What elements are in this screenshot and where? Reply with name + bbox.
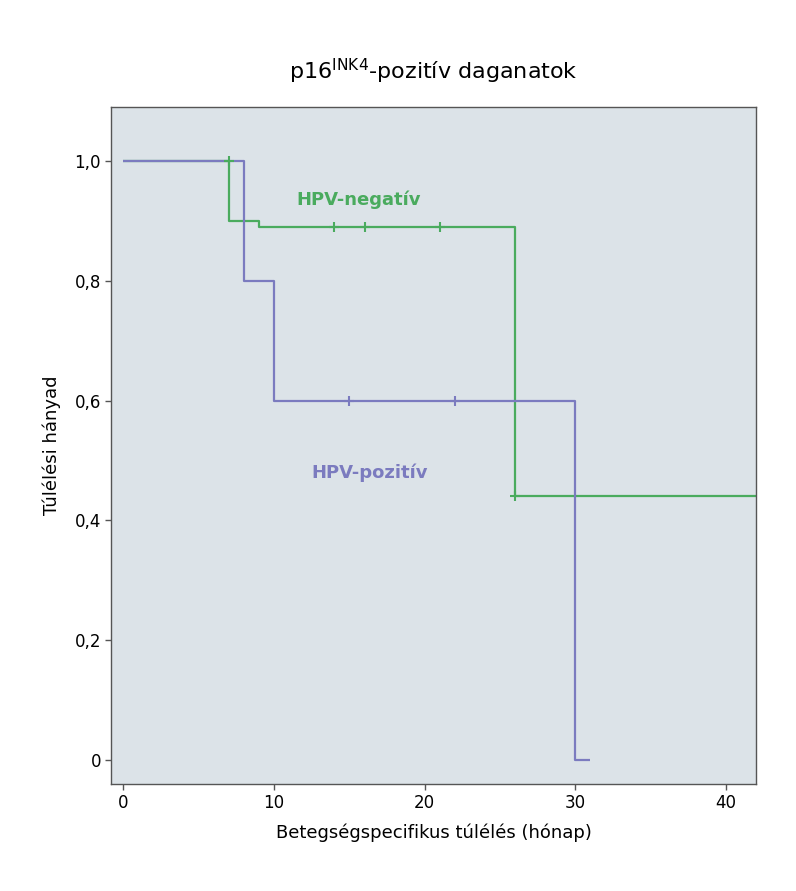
X-axis label: Betegségspecifikus túlélés (hónap): Betegségspecifikus túlélés (hónap) (276, 823, 591, 842)
Text: HPV-pozitív: HPV-pozitív (312, 463, 428, 482)
Title: p16$^{\mathregular{INK4}}$-pozitív daganatok: p16$^{\mathregular{INK4}}$-pozitív dagan… (290, 57, 578, 86)
Text: HPV-negatív: HPV-negatív (297, 191, 421, 209)
Y-axis label: Túlélési hányad: Túlélési hányad (42, 376, 60, 515)
